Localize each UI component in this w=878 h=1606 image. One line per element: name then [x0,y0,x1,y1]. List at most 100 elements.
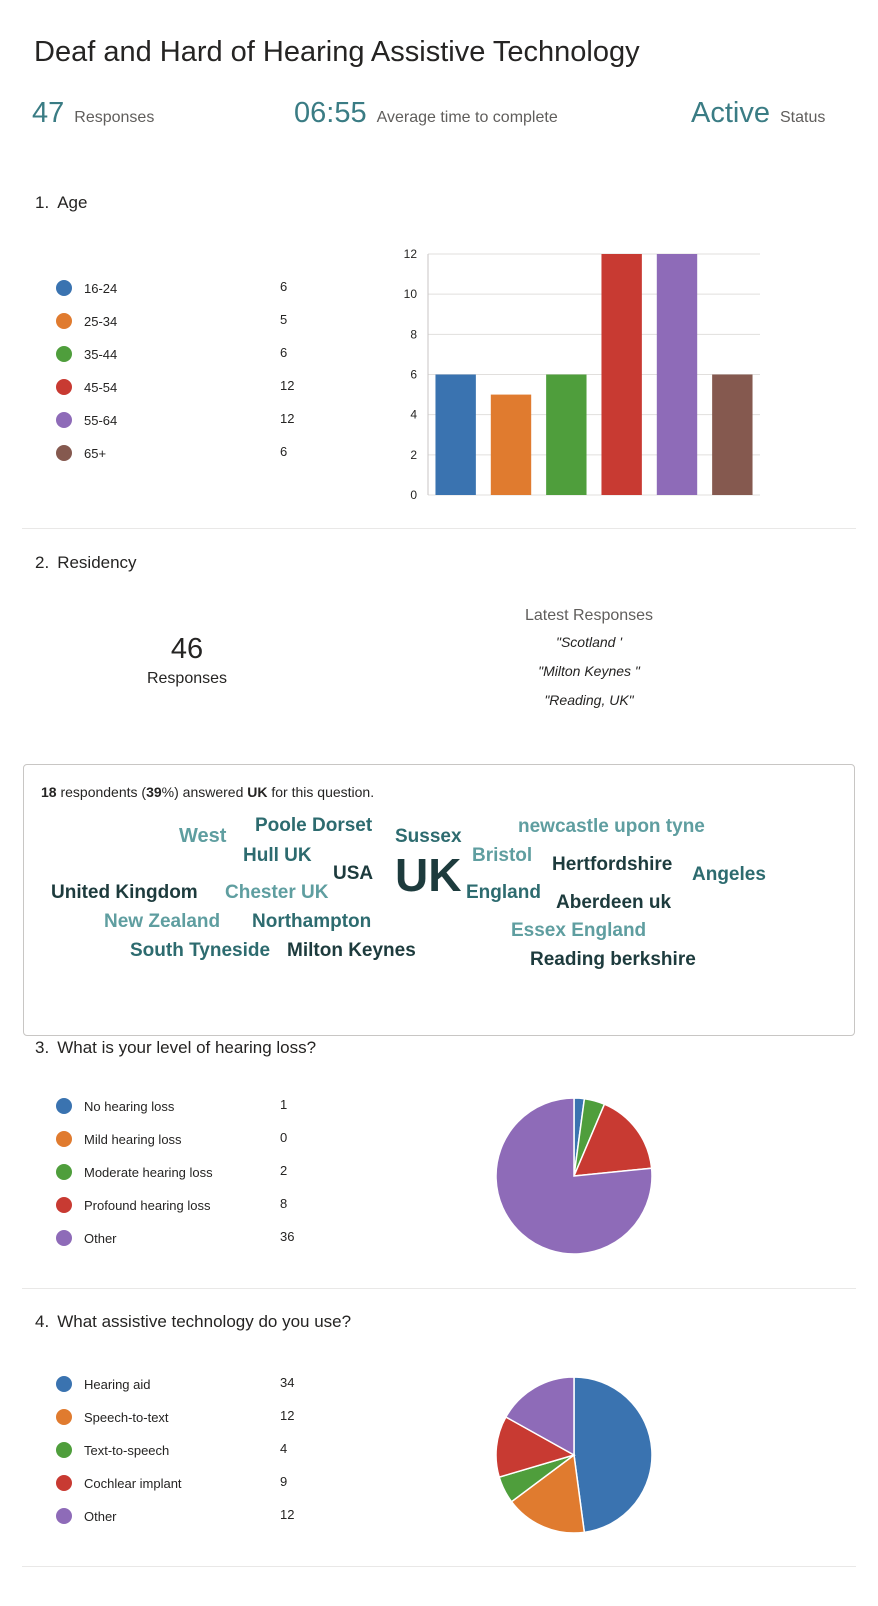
status-stat: Active Status [691,97,825,130]
y-tick-label: 8 [410,327,417,341]
legend-color-dot [56,412,72,428]
legend-color-dot [56,1098,72,1114]
responses-label: Responses [74,109,155,126]
legend-label: 65+ [84,445,107,461]
legend-count: 6 [280,279,288,294]
question-1-title: 1. Age [35,193,87,213]
legend-label: 55-64 [84,412,118,428]
latest-response: "Milton Keynes " [538,663,640,679]
responses-count: 47 [32,97,65,129]
legend-item: 45-54 [56,377,117,397]
legend-label: 16-24 [84,280,118,296]
legend-label: Text-to-speech [84,1442,170,1458]
legend-color-dot [56,1442,72,1458]
pie-slice-other[interactable] [504,1376,575,1457]
legend-item: 55-64 [56,410,117,430]
word-cloud-word: Aberdeen uk [556,892,672,913]
age-bar-chart: 0 2 4 6 8 10 12 [404,247,760,502]
legend-label: No hearing loss [84,1098,175,1114]
bar-65+[interactable] [712,374,753,496]
legend-color-dot [56,1164,72,1180]
legend-color-dot [56,1475,72,1491]
question-3-title: 3. What is your level of hearing loss? [35,1038,316,1058]
word-cloud-word: England [466,882,541,903]
form-title: Deaf and Hard of Hearing Assistive Techn… [34,36,640,68]
word-cloud-word: Sussex [395,826,462,847]
legend-item: 25-34 [56,311,117,331]
question-text: What assistive technology do you use? [57,1312,352,1331]
legend-label: Mild hearing loss [84,1131,182,1147]
legend-color-dot [56,445,72,461]
legend-color-dot [56,280,72,296]
word-cloud-panel [23,764,855,1036]
legend-item: Hearing aid [56,1374,151,1394]
word-cloud-word: United Kingdom [51,882,198,903]
word-cloud-word: Hertfordshire [552,854,673,875]
summary-text: %) answered [161,784,248,800]
word-cloud-word: newcastle upon tyne [518,816,705,837]
legend-count: 36 [280,1229,295,1244]
legend-label: 45-54 [84,379,118,395]
legend-item: Other [56,1506,117,1526]
y-tick-label: 4 [410,408,417,422]
residency-responses-label: Responses [146,670,228,687]
pie-slice-cochlear-implant[interactable] [495,1415,576,1479]
word-cloud-summary: 18 respondents (39%) answered UK for thi… [41,784,374,800]
legend-label: Moderate hearing loss [84,1164,213,1180]
legend-label: Hearing aid [84,1376,151,1392]
legend-item: Cochlear implant [56,1473,182,1493]
status-label: Status [779,109,826,126]
legend-count: 6 [280,444,288,459]
legend-color-dot [56,1376,72,1392]
legend-label: Other [84,1508,117,1524]
word-cloud-word: South Tyneside [130,940,271,961]
divider [22,528,856,529]
avg-time-stat: 06:55 Average time to complete [294,97,558,130]
assistive-tech-pie-chart [495,1376,653,1534]
word-cloud-word: Milton Keynes [287,940,416,961]
y-tick-label: 2 [410,448,417,462]
legend-label: Speech-to-text [84,1409,169,1425]
avg-time-label: Average time to complete [376,109,558,126]
legend-color-dot [56,313,72,329]
legend-label: Other [84,1230,117,1246]
question-text: Age [57,193,88,212]
legend-item: 35-44 [56,344,117,364]
question-text: Residency [57,553,137,572]
bar-25-34[interactable] [490,394,532,495]
legend-color-dot [56,1230,72,1246]
pie-slice-speech-to-text[interactable] [510,1453,586,1534]
legend-label: 35-44 [84,346,118,362]
latest-responses-title: Latest Responses [524,607,654,624]
y-tick-label: 12 [404,247,418,261]
bar-55-64[interactable] [656,254,698,495]
legend-item: No hearing loss [56,1096,174,1116]
residency-responses-count: 46 [170,633,204,665]
legend-count: 5 [280,312,288,327]
bar-35-44[interactable] [546,374,587,496]
word-cloud-word: Hull UK [243,845,312,866]
y-tick-label: 10 [404,287,418,301]
bar-16-24[interactable] [435,374,476,496]
bar-45-54[interactable] [601,254,642,495]
latest-response: "Scotland ' [555,634,622,650]
avg-time-value: 06:55 [294,97,367,129]
word-cloud-word: West [179,825,227,847]
word-cloud-word: Bristol [472,845,533,866]
summary-text: for this question. [267,784,375,800]
legend-label: 25-34 [84,313,118,329]
pie-slice-profound-hearing-loss[interactable] [572,1103,653,1177]
legend-item: Profound hearing loss [56,1195,210,1215]
word-cloud-word: Reading berkshire [530,949,696,970]
legend-count: 12 [280,378,295,393]
legend-item: Other [56,1228,117,1248]
divider [22,1566,856,1567]
word-cloud-word: USA [333,863,374,884]
word-cloud-word: Poole Dorset [255,815,373,836]
question-number: 3. [35,1038,50,1057]
legend-count: 9 [280,1474,288,1489]
question-number: 1. [35,193,50,212]
pie-slice-other[interactable] [495,1097,653,1255]
pie-slice-hearing-aid[interactable] [573,1376,653,1534]
status-value: Active [691,97,770,129]
